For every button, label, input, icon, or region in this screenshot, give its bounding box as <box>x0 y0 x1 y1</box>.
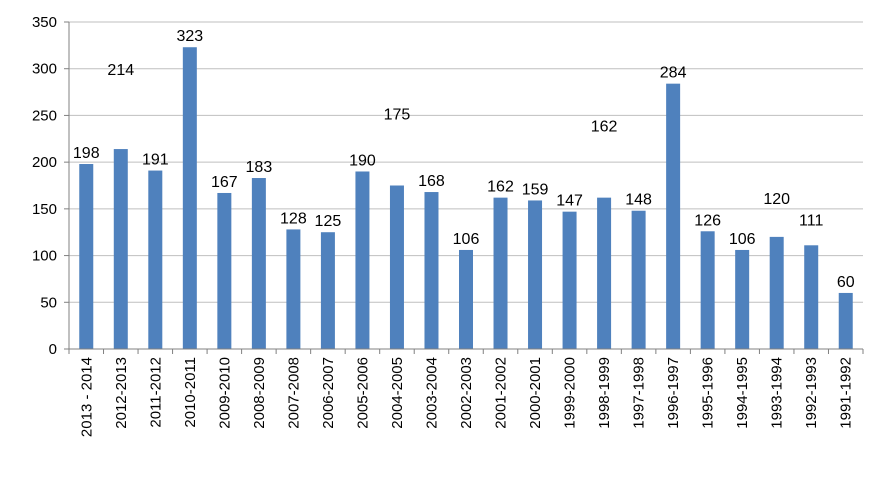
bar <box>769 236 784 349</box>
x-tick-label: 1999-2000 <box>562 357 579 429</box>
data-label: 148 <box>625 192 652 209</box>
x-tick-label: 2005-2006 <box>354 357 371 429</box>
bars <box>79 47 853 350</box>
bar <box>424 192 439 349</box>
x-tick-label: 1993-1994 <box>769 357 786 429</box>
y-tick-label: 200 <box>32 154 57 171</box>
data-label: 167 <box>211 174 238 191</box>
x-tick-label: 2011-2012 <box>147 357 164 428</box>
data-label: 126 <box>694 212 721 229</box>
bar <box>597 197 612 349</box>
bar <box>320 232 335 349</box>
x-tick-label: 1998-1999 <box>596 357 613 429</box>
data-label: 111 <box>799 212 823 229</box>
bar <box>217 192 232 349</box>
data-label: 106 <box>729 231 756 248</box>
data-label: 175 <box>384 107 411 124</box>
bar <box>804 245 819 349</box>
data-label: 125 <box>315 213 342 230</box>
x-tick-label: 1991-1992 <box>838 357 855 429</box>
data-label: 60 <box>837 274 855 291</box>
x-tick-label: 2007-2008 <box>285 357 302 429</box>
bar <box>838 292 853 349</box>
bar <box>182 47 197 350</box>
data-label: 128 <box>280 210 307 227</box>
bar <box>459 249 473 349</box>
y-tick-label: 100 <box>32 248 57 265</box>
x-tick-label: 1996-1997 <box>665 357 682 429</box>
x-tick-label: 2013 - 2014 <box>78 357 95 437</box>
x-tick-label: 2000-2001 <box>527 357 544 429</box>
x-tick-label: 2004-2005 <box>389 357 406 429</box>
data-label: 159 <box>522 181 549 198</box>
x-tick-label: 2010-2011 <box>182 357 199 428</box>
bar <box>79 164 94 349</box>
bar <box>735 249 750 349</box>
y-tick-label: 150 <box>32 201 57 218</box>
data-label: 183 <box>246 159 273 176</box>
y-axis-tick-labels: 0 50 100 150 200 250 300 350 <box>32 14 57 358</box>
y-tick-label: 0 <box>49 341 57 358</box>
y-tick-label: 350 <box>32 14 57 31</box>
bar <box>700 231 715 349</box>
y-tick-label: 250 <box>32 107 57 124</box>
data-label: 191 <box>142 152 169 169</box>
x-tick-label: 2002-2003 <box>458 357 475 429</box>
bar <box>666 83 681 350</box>
x-tick-label: 2009-2010 <box>216 357 233 429</box>
data-labels: 198 214 191 323 167 183 128 125 190 175 168 106 162 1… <box>73 28 855 291</box>
x-tick-label: 1995-1996 <box>700 357 717 429</box>
bar <box>389 185 404 349</box>
bar <box>148 170 163 349</box>
x-tick-label: 2008-2009 <box>251 357 268 429</box>
bar <box>251 178 266 349</box>
data-label: 198 <box>73 145 100 162</box>
y-tick-label: 300 <box>32 61 57 78</box>
x-tick-label: 2001-2002 <box>493 357 510 429</box>
data-label: 120 <box>763 191 790 208</box>
bar <box>562 211 577 349</box>
data-label: 168 <box>418 173 445 190</box>
bar <box>355 171 370 349</box>
bar <box>493 197 508 349</box>
x-tick-label: 2006-2007 <box>320 357 337 429</box>
data-label: 147 <box>556 193 583 210</box>
x-tick-label: 1994-1995 <box>734 357 751 429</box>
bar <box>286 229 301 349</box>
axes <box>64 21 864 354</box>
bar <box>113 149 128 349</box>
data-label: 162 <box>591 119 618 136</box>
x-axis-tick-labels: 2013 - 2014 2012-2013 2011-2012 2010-2011 20… <box>78 357 854 437</box>
x-tick-label: 2003-2004 <box>423 357 440 429</box>
x-tick-label: 1997-1998 <box>631 357 648 429</box>
bar <box>631 210 646 349</box>
y-tick-label: 50 <box>40 294 57 311</box>
data-label: 284 <box>660 65 687 82</box>
x-tick-label: 2012-2013 <box>113 357 130 429</box>
data-label: 214 <box>107 62 134 79</box>
bar <box>528 200 543 349</box>
gridlines <box>69 21 863 303</box>
x-tick-label: 1992-1993 <box>803 357 820 429</box>
data-label: 190 <box>349 152 376 169</box>
data-label: 162 <box>487 179 514 196</box>
data-label: 106 <box>453 231 480 248</box>
data-label: 323 <box>176 28 203 45</box>
